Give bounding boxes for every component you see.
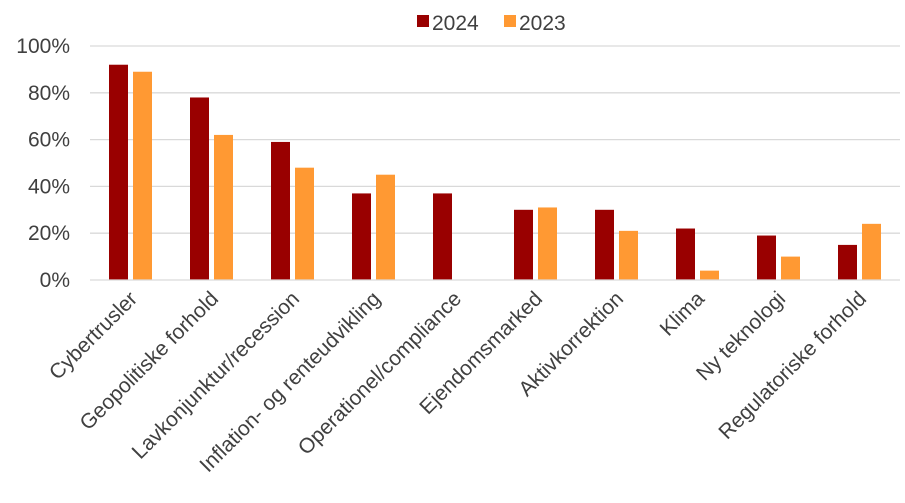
x-tick-label: Geopolitiske forhold [76,287,224,435]
bar-2023-7 [700,270,719,280]
legend-label-2023: 2023 [519,12,566,35]
y-tick-label: 0% [40,269,70,292]
y-tick-label: 100% [16,35,70,58]
legend: 2024 2023 [417,12,566,35]
gridlines [90,45,900,234]
y-tick-label: 60% [28,129,70,152]
bar-2023-6 [619,230,638,280]
bar-2023-5 [538,207,557,280]
bar-2024-9 [838,244,857,280]
bar-2023-9 [862,223,881,280]
bar-2023-3 [376,174,395,280]
bar-2024-2 [271,141,290,280]
bar-2024-5 [514,209,533,280]
legend-swatch-2023 [504,15,516,27]
y-tick-label: 40% [28,175,70,198]
bar-2024-7 [676,228,695,280]
x-tick-label: Regulatoriske forhold [714,287,871,444]
bar-2024-8 [757,235,776,280]
y-tick-label: 20% [28,222,70,245]
bar-2024-6 [595,209,614,280]
y-axis: 0% 20% 40% 60% 80% 100% [16,35,70,292]
y-tick-label: 80% [28,82,70,105]
bar-2023-0 [133,71,152,281]
bar-2023-2 [295,167,314,280]
bar-2024-3 [352,193,371,280]
legend-label-2024: 2024 [432,12,479,35]
x-tick-label: Lavkonjunktur/recession [128,287,304,463]
x-tick-label: Operationel/compliance [294,287,466,459]
bar-2023-8 [781,256,800,280]
bar-2023-1 [214,134,233,280]
x-tick-label: Klima [656,287,710,341]
bar-2024-0 [109,64,128,280]
bar-2024-4 [433,193,452,280]
legend-swatch-2024 [417,15,429,27]
bars [109,64,881,281]
bar-2024-1 [190,97,209,280]
